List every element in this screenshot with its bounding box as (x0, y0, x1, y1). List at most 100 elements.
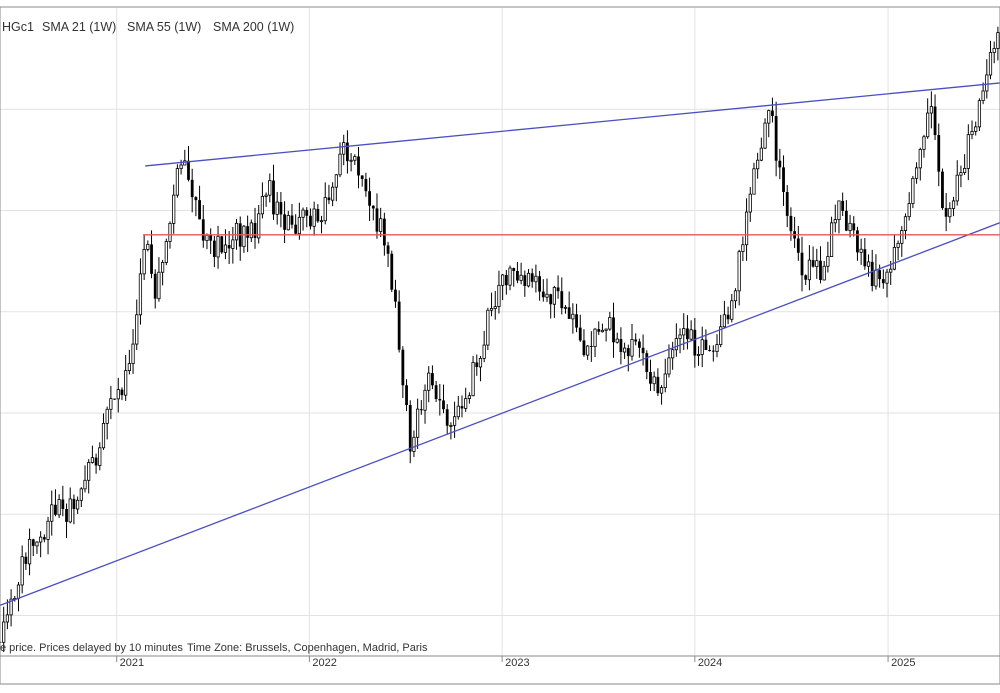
candle (297, 202, 301, 240)
candle (138, 258, 143, 325)
candle (837, 200, 841, 234)
candle (187, 145, 190, 182)
candle (560, 277, 564, 315)
candle (696, 346, 701, 366)
candle (977, 98, 982, 132)
candle (0, 638, 2, 656)
candle (704, 329, 708, 351)
candle (833, 204, 837, 233)
candle (970, 120, 974, 140)
trendlines (0, 82, 1000, 606)
candle (733, 288, 738, 309)
candle (445, 404, 449, 435)
legend-symbol: HGc1 (2, 20, 34, 34)
candle (966, 124, 970, 181)
x-tick-label: 2025 (891, 657, 915, 669)
candle (268, 173, 272, 203)
candle (907, 192, 911, 221)
candle (519, 262, 523, 285)
candle (146, 240, 150, 252)
candle (327, 184, 331, 205)
candle (5, 599, 9, 630)
candles (0, 26, 1000, 656)
candle (914, 162, 919, 184)
candle (649, 359, 652, 391)
candle (822, 261, 826, 281)
candle (941, 168, 944, 210)
candle (275, 192, 279, 225)
legend-sma-55: SMA 55 (1W) (127, 20, 201, 34)
candle (881, 269, 885, 289)
candle (852, 216, 856, 237)
candle (656, 368, 660, 397)
legend-sma-200: SMA 200 (1W) (213, 20, 294, 34)
candle (105, 406, 109, 440)
candle (223, 229, 228, 260)
candle (390, 250, 394, 292)
candle (841, 192, 845, 217)
candle (76, 496, 80, 514)
candle (172, 184, 176, 234)
candle (342, 134, 346, 166)
candle (220, 235, 224, 254)
candle (700, 326, 704, 368)
candle (331, 182, 335, 207)
candle (741, 236, 745, 262)
candle (175, 164, 180, 198)
candle (659, 385, 664, 405)
candle (471, 356, 475, 397)
candle (279, 192, 283, 228)
x-tick-label: 2024 (698, 657, 722, 669)
candle (737, 249, 741, 306)
candle (545, 278, 549, 302)
candle (238, 216, 242, 261)
candle (796, 225, 800, 261)
candle (231, 226, 235, 264)
candle (623, 342, 627, 360)
candle (257, 205, 261, 244)
candle (157, 257, 161, 302)
candle (900, 226, 904, 257)
candle (626, 344, 630, 372)
candle (79, 487, 83, 508)
candle (785, 185, 789, 228)
candle (937, 123, 941, 187)
candle (800, 236, 804, 292)
candle (46, 516, 50, 555)
candle (526, 269, 531, 288)
candle (201, 205, 205, 248)
candle (209, 228, 213, 254)
candle (748, 187, 752, 222)
candle (113, 398, 116, 400)
candle (319, 215, 324, 234)
candle (508, 265, 512, 291)
candle (911, 175, 915, 209)
candle (693, 317, 697, 368)
candle (756, 152, 760, 179)
candle (401, 346, 405, 398)
candle (109, 386, 113, 420)
candle (419, 400, 423, 415)
candle (39, 531, 43, 558)
candle (778, 148, 782, 180)
candle (744, 198, 749, 261)
candle (397, 290, 401, 353)
candle (771, 97, 774, 123)
axis-frame (0, 655, 1000, 685)
candle (164, 238, 168, 266)
candle (885, 268, 889, 298)
candle (120, 387, 124, 401)
candle (260, 182, 265, 219)
candle (534, 264, 538, 293)
candle (434, 380, 438, 402)
candle (641, 334, 645, 366)
candle (212, 235, 216, 268)
grid (0, 8, 1000, 656)
candle (116, 377, 120, 413)
candle (54, 489, 57, 517)
candle (364, 172, 368, 197)
candle (452, 401, 457, 438)
candle (951, 196, 956, 217)
candle (722, 300, 726, 329)
